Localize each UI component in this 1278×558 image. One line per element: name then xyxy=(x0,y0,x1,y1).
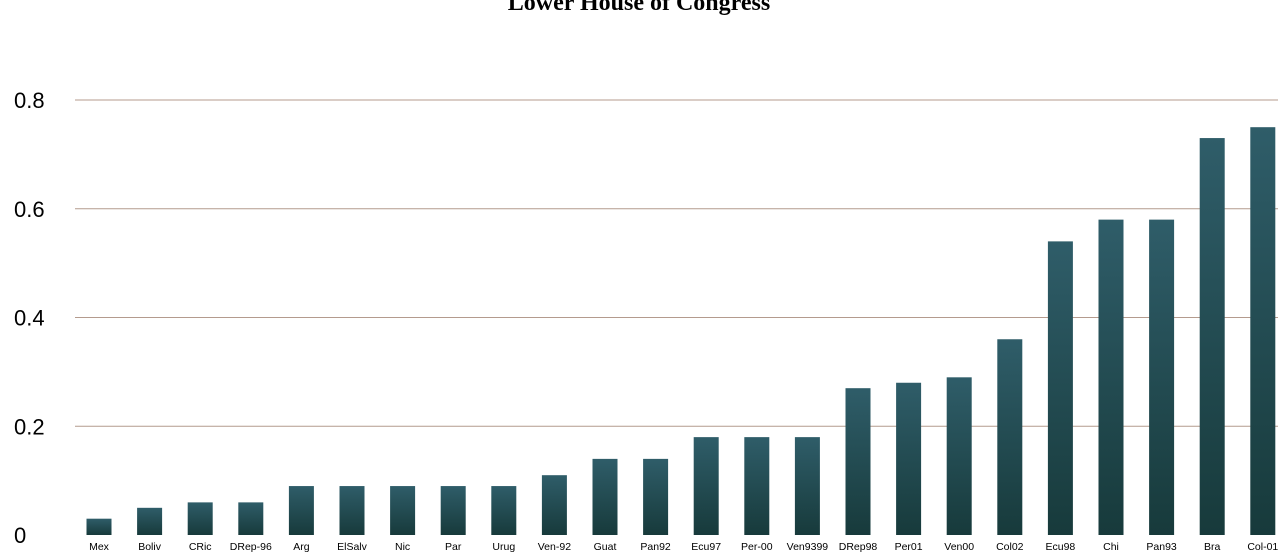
y-tick-label: 0.2 xyxy=(14,414,45,439)
bar xyxy=(491,486,517,535)
x-tick-label: Ven-92 xyxy=(538,541,571,553)
bar xyxy=(288,486,314,535)
x-tick-label: Per01 xyxy=(895,541,923,553)
bar xyxy=(794,437,820,535)
bar xyxy=(440,486,466,535)
x-tick-label: Ven9399 xyxy=(787,541,829,553)
bar xyxy=(86,518,112,535)
x-tick-label: DRep-96 xyxy=(230,541,272,553)
x-tick-label: Mex xyxy=(89,541,110,553)
bar xyxy=(1149,219,1175,535)
bar xyxy=(238,502,264,535)
x-tick-label: Pan92 xyxy=(640,541,671,553)
x-tick-label: CRic xyxy=(189,541,212,553)
y-tick-label: 0 xyxy=(14,523,26,548)
bars xyxy=(86,127,1276,535)
bar xyxy=(1098,219,1124,535)
bar xyxy=(693,437,719,535)
bar xyxy=(1250,127,1276,535)
bar xyxy=(946,377,972,535)
y-tick-label: 0.6 xyxy=(14,197,45,222)
bar xyxy=(137,507,163,535)
bar xyxy=(896,382,922,535)
bar xyxy=(997,339,1023,535)
chart-title: Lower House of Congress xyxy=(507,0,771,16)
x-tick-label: DRep98 xyxy=(839,541,878,553)
bar xyxy=(541,475,567,535)
x-tick-label: Col-01 xyxy=(1247,541,1278,553)
x-tick-label: ElSalv xyxy=(337,541,368,553)
bar xyxy=(339,486,365,535)
bar xyxy=(1199,138,1225,535)
x-tick-label: Chi xyxy=(1103,541,1119,553)
x-tick-label: Ven00 xyxy=(944,541,974,553)
bar xyxy=(592,458,618,535)
x-tick-label: Per-00 xyxy=(741,541,773,553)
bar xyxy=(187,502,213,535)
x-axis-ticks: Mex Boliv CRic DRep-96 Arg ElSalv Nic Par Urug Ve… xyxy=(89,541,1278,553)
bar xyxy=(643,458,669,535)
bar xyxy=(744,437,770,535)
x-tick-label: Urug xyxy=(492,541,515,553)
x-tick-label: Ecu98 xyxy=(1046,541,1076,553)
bar xyxy=(1047,241,1073,535)
y-tick-label: 0.4 xyxy=(14,306,45,331)
x-tick-label: Bra xyxy=(1204,541,1221,553)
x-tick-label: Ecu97 xyxy=(691,541,721,553)
y-axis-ticks: 0 0.2 0.4 0.6 0.8 xyxy=(14,88,45,548)
bar xyxy=(845,388,871,535)
x-tick-label: Boliv xyxy=(138,541,162,553)
x-tick-label: Nic xyxy=(395,541,410,553)
x-tick-label: Col02 xyxy=(996,541,1024,553)
x-tick-label: Pan93 xyxy=(1146,541,1177,553)
x-tick-label: Par xyxy=(445,541,462,553)
x-tick-label: Arg xyxy=(293,541,310,553)
x-tick-label: Guat xyxy=(594,541,617,553)
gridlines xyxy=(75,99,1278,427)
bar xyxy=(390,486,416,535)
y-tick-label: 0.8 xyxy=(14,88,45,113)
